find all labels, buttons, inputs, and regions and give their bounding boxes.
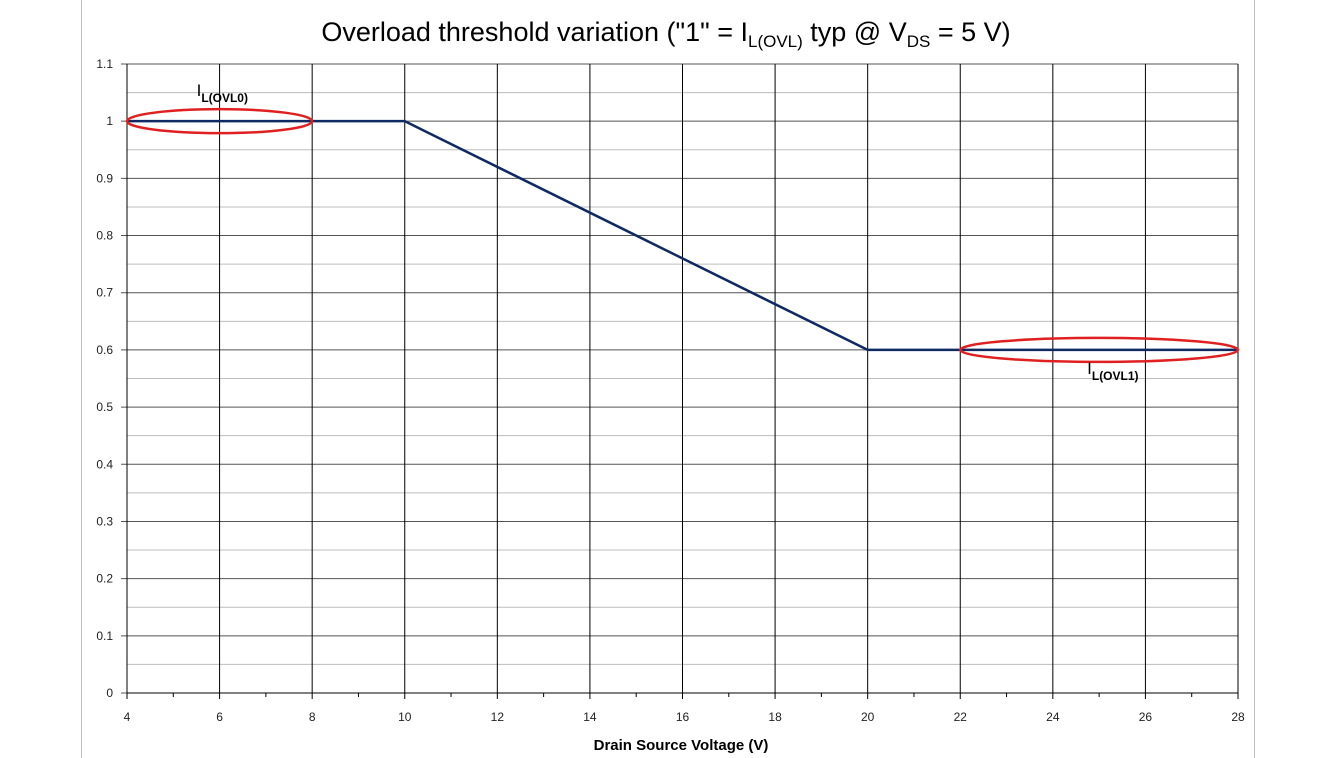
highlight-ellipse — [959, 336, 1240, 364]
annotation-label: IL(OVL0) — [197, 81, 248, 105]
page-border-left — [81, 0, 82, 758]
y-tick-label: 0.9 — [96, 171, 113, 185]
highlight-ellipse — [125, 107, 314, 135]
y-tick-label: 0.7 — [96, 286, 113, 300]
x-tick-label: 6 — [216, 710, 223, 724]
x-tick-label: 26 — [1139, 710, 1153, 724]
x-tick-label: 8 — [309, 710, 316, 724]
x-tick-label: 4 — [124, 710, 131, 724]
x-tick-label: 22 — [954, 710, 968, 724]
x-tick-label: 28 — [1231, 710, 1245, 724]
x-tick-label: 16 — [676, 710, 690, 724]
y-tick-label: 0.5 — [96, 400, 113, 414]
y-tick-label: 0.1 — [96, 629, 113, 643]
annotations: IL(OVL0) IL(OVL1) — [125, 81, 1240, 383]
y-tick-label: 0.3 — [96, 514, 113, 528]
grid — [121, 63, 1239, 699]
y-tick-label: 0.8 — [96, 229, 113, 243]
x-tick-label: 14 — [583, 710, 597, 724]
y-tick-label: 1 — [106, 114, 113, 128]
x-tick-label: 12 — [491, 710, 505, 724]
page-border-right — [1254, 0, 1255, 758]
series-line — [127, 119, 1238, 352]
y-tick-label: 0.2 — [96, 572, 113, 586]
x-axis-title: Drain Source Voltage (V) — [594, 737, 769, 754]
y-tick-label: 1.1 — [96, 57, 113, 71]
tick-labels: 0 0.1 0.2 0.3 0.4 0.5 0.6 0.7 0.8 0.9 1 1.1 4 6 8 10 12 1… — [96, 57, 1245, 724]
annotation-label: IL(OVL1) — [1087, 359, 1138, 383]
x-tick-label: 18 — [768, 710, 782, 724]
y-tick-label: 0 — [106, 686, 113, 700]
x-tick-label: 20 — [861, 710, 875, 724]
series-layer — [127, 119, 1238, 352]
y-tick-label: 0.4 — [96, 457, 113, 471]
x-tick-label: 10 — [398, 710, 412, 724]
x-tick-label: 24 — [1046, 710, 1060, 724]
y-tick-label: 0.6 — [96, 343, 113, 357]
chart-title: Overload threshold variation ("1" = IL(O… — [321, 17, 1010, 51]
